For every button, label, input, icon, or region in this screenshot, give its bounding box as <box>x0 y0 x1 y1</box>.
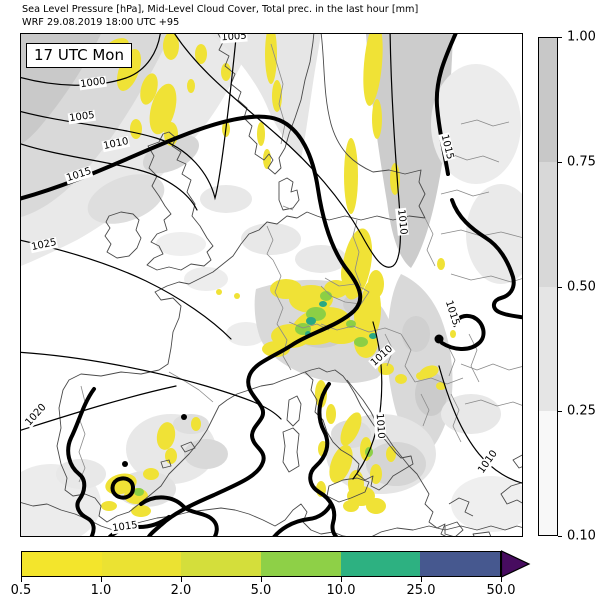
map-canvas: 1000 1005 1005 1010 1015 1025 1020 1015 1010 1015… <box>20 33 523 537</box>
cloud-cover-layer <box>21 34 522 536</box>
precipitation-colorbar-tick-label: 5.0 <box>250 583 272 598</box>
precip-heavy-green <box>134 291 373 496</box>
chart-title: Sea Level Pressure [hPa], Mid-Level Clou… <box>22 4 419 15</box>
precipitation-colorbar-tick-label: 25.0 <box>406 583 436 598</box>
cloud-colorbar-tick-mark <box>558 411 562 413</box>
precipitation-colorbar-segment <box>22 552 102 576</box>
precip-heavy-teal <box>305 301 377 339</box>
precipitation-colorbar-tick-label: 50.0 <box>486 583 516 598</box>
chart-subtitle: WRF 29.08.2019 18:00 UTC +95 <box>22 16 180 28</box>
precipitation-colorbar-tick-label: 0.5 <box>10 583 32 598</box>
precipitation-colorbar-tick-mark <box>261 577 262 582</box>
cloud-colorbar-tick-label: 0.10 <box>567 528 596 544</box>
title-block: Sea Level Pressure [hPa], Mid-Level Clou… <box>22 4 418 29</box>
precipitation-overflow-arrow <box>501 550 531 578</box>
precipitation-colorbar-ticks: 0.5 1.0 2.0 5.0 10.0 25.0 50.0 <box>11 577 541 609</box>
precipitation-colorbar-tick-label: 1.0 <box>90 583 112 598</box>
cloud-colorbar-segment <box>539 286 557 411</box>
precipitation-colorbar-tick-mark <box>501 577 502 582</box>
precipitation-colorbar-segment <box>420 552 501 576</box>
precipitation-colorbar-segment <box>181 552 262 576</box>
precipitation-colorbar-tick-label: 10.0 <box>326 583 356 598</box>
cloud-colorbar-tick-mark <box>558 161 562 163</box>
cloud-colorbar-segment <box>539 38 557 163</box>
precipitation-colorbar-segment <box>261 552 341 576</box>
cloud-colorbar-tick-label: 1.00 <box>567 29 596 45</box>
cloud-colorbar-tick-mark <box>558 37 562 38</box>
cloud-colorbar-tick-mark <box>558 286 562 288</box>
cloud-colorbar-tick-label: 0.50 <box>567 279 596 294</box>
precipitation-colorbar <box>21 551 501 577</box>
time-badge: 17 UTC Mon <box>26 43 132 68</box>
precipitation-colorbar-tick-label: 2.0 <box>170 583 192 598</box>
cloud-colorbar-segment <box>539 410 557 535</box>
precipitation-colorbar-segment <box>340 552 421 576</box>
precipitation-colorbar-tick-mark <box>341 577 342 582</box>
cloud-colorbar-tick-label: 0.75 <box>567 154 596 170</box>
precipitation-colorbar-segment <box>101 552 182 576</box>
cloud-colorbar-segment <box>539 162 557 287</box>
precipitation-colorbar-tick-mark <box>21 577 22 582</box>
map-svg <box>21 34 522 536</box>
precipitation-colorbar-tick-mark <box>421 577 422 582</box>
cloud-cover-colorbar <box>538 37 558 536</box>
cloud-colorbar-tick-mark <box>558 536 562 537</box>
precipitation-colorbar-tick-mark <box>101 577 102 582</box>
isobar-layer <box>21 34 522 484</box>
cloud-cover-colorbar-ticks: 1.00 0.75 0.50 0.25 0.10 <box>558 30 613 544</box>
cloud-colorbar-tick-label: 0.25 <box>567 403 596 419</box>
precipitation-colorbar-tick-mark <box>181 577 182 582</box>
contour-label: 1010 <box>373 411 387 441</box>
